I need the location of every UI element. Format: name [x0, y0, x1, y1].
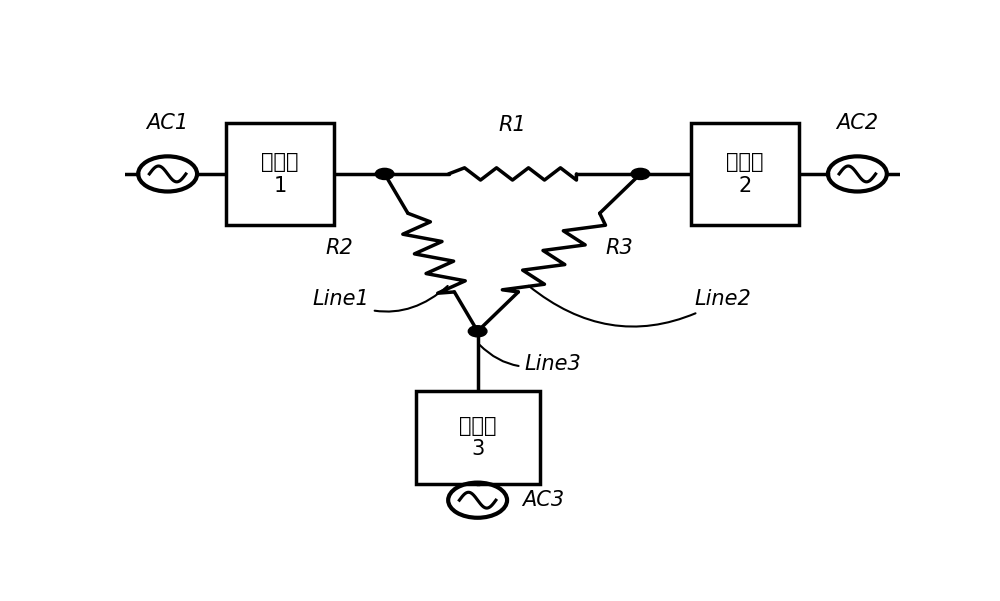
Circle shape [468, 326, 487, 337]
Text: Line3: Line3 [480, 345, 581, 374]
Text: Line1: Line1 [312, 286, 448, 311]
Text: AC3: AC3 [523, 490, 565, 510]
Bar [226, 123, 334, 225]
Text: AC1: AC1 [147, 113, 189, 133]
Text: 换流站
1: 换流站 1 [261, 152, 299, 195]
Text: AC2: AC2 [836, 113, 878, 133]
Bar [416, 391, 540, 484]
Text: R2: R2 [326, 238, 354, 258]
Text: Line2: Line2 [529, 286, 751, 326]
Text: R1: R1 [499, 115, 526, 135]
Circle shape [375, 168, 394, 180]
Bar [691, 123, 799, 225]
Circle shape [631, 168, 650, 180]
Text: 换流站
3: 换流站 3 [459, 416, 496, 459]
Text: R3: R3 [606, 238, 633, 258]
Text: 换流站
2: 换流站 2 [726, 152, 764, 195]
